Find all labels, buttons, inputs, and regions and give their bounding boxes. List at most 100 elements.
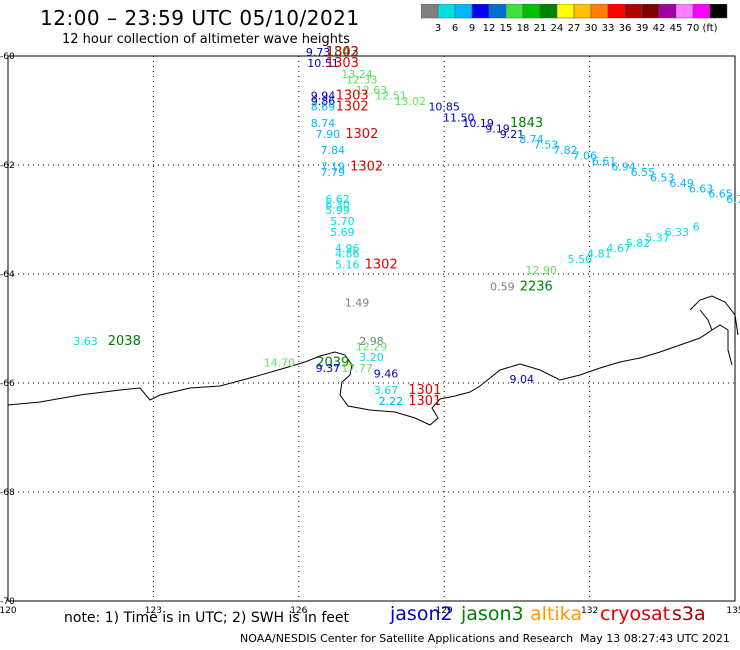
wave-height-label: 3.63	[73, 335, 98, 348]
footer-timestamp: May 13 08:27:43 UTC 2021	[580, 632, 730, 645]
wave-height-label: 3.67	[374, 384, 399, 397]
wave-height-label: 9.86	[311, 95, 336, 108]
scale-label: 36	[619, 23, 632, 34]
pass-time-label: 2038	[108, 334, 141, 349]
wave-height-label: 1.49	[345, 297, 370, 310]
wave-height-label: 7.90	[316, 128, 341, 141]
lat-tick-label: -68	[0, 488, 15, 498]
scale-label: 18	[517, 23, 530, 34]
wave-height-label: 6.55	[631, 166, 656, 179]
lat-tick-label: -64	[0, 270, 15, 280]
wave-height-label: 6.94	[611, 160, 636, 173]
wave-height-label: 8.69	[311, 101, 336, 114]
wave-height-label: 2.98	[359, 335, 384, 348]
pass-time-label: 2236	[520, 279, 553, 294]
wave-height-label: 6.49	[669, 177, 694, 190]
scale-swatch	[709, 4, 728, 19]
lon-tick-label: 123	[145, 606, 162, 616]
lat-tick-label: -66	[0, 379, 15, 389]
wave-height-label: 6	[693, 220, 700, 233]
wave-height-label: 5.16	[335, 259, 360, 272]
color-scale: 3 6 9 12 15 18 21 24 27 30 33 36 39 42 45 70 (ft)	[421, 4, 728, 34]
wave-height-label: 17.77	[341, 362, 373, 375]
wave-height-label: 6.7	[726, 193, 740, 206]
wave-height-label: 4.67	[606, 242, 631, 255]
pass-time-label: 1302	[350, 159, 383, 174]
scale-label: 6	[452, 23, 458, 34]
lon-tick-label: 132	[581, 606, 598, 616]
wave-height-label: 6.61	[592, 155, 617, 168]
wave-height-label: 5.99	[325, 204, 350, 217]
wave-height-label: 9.19	[485, 122, 510, 135]
scale-label: 3	[435, 23, 441, 34]
scale-label: 21	[534, 23, 547, 34]
wave-height-label: 5.69	[330, 226, 355, 239]
pass-time-label: 1302	[336, 100, 369, 115]
wave-height-label: 9.37	[316, 362, 341, 375]
wave-height-label: 9.04	[509, 373, 534, 386]
wave-height-label: 9.73	[306, 46, 331, 59]
wave-height-label: 7.19	[320, 160, 345, 173]
scale-label: 45	[670, 23, 683, 34]
wave-height-label: 12.63	[356, 84, 388, 97]
wave-height-label: 12.33	[346, 73, 378, 86]
wave-height-label: 4.86	[335, 248, 360, 261]
wave-height-label: 6.65	[708, 188, 733, 201]
wave-height-label: 2.22	[379, 395, 404, 408]
wave-height-observations: 9.7310.5118431302130313.2412.3312.6312.5…	[73, 45, 740, 409]
wave-height-label: 7.82	[553, 144, 578, 157]
scale-label: 39	[636, 23, 649, 34]
mission-label-altika: altika	[530, 603, 582, 625]
wave-height-label: 0.59	[490, 280, 515, 293]
wave-height-label: 13.02	[395, 95, 427, 108]
wave-height-label: 8.74	[519, 133, 544, 146]
wave-height-label: 6.53	[650, 171, 675, 184]
pass-time-label: 1302	[365, 258, 398, 273]
wave-height-label: 5.70	[330, 215, 355, 228]
wave-height-label: 12.90	[525, 264, 557, 277]
footer-note: note: 1) Time is in UTC; 2) SWH is in fe…	[64, 610, 350, 626]
scale-label: 42	[653, 23, 666, 34]
mission-label-cryosat: cryosat	[600, 603, 671, 625]
pass-time-label: 1302	[326, 45, 359, 60]
lat-tick-label: -62	[0, 161, 15, 171]
wave-height-label: 12.29	[356, 340, 388, 353]
mission-label-jason2: jason2	[390, 603, 453, 625]
scale-label: 12	[483, 23, 496, 34]
wave-height-label: 10.19	[462, 117, 494, 130]
pass-time-label: 1843	[326, 45, 359, 60]
wave-height-label: 7.06	[573, 150, 598, 163]
wave-height-label: 6.30	[325, 199, 350, 212]
scale-label: (ft)	[702, 23, 717, 34]
wave-height-label: 11.50	[443, 111, 475, 124]
wave-height-label: 13.24	[341, 68, 373, 81]
scale-label: 15	[500, 23, 513, 34]
wave-height-label: 5.82	[626, 237, 651, 250]
page-subtitle: 12 hour collection of altimeter wave hei…	[62, 32, 350, 47]
map-frame	[7, 55, 736, 602]
lon-tick-label: 120	[0, 606, 17, 616]
wave-height-label: 14.70	[264, 357, 296, 370]
scale-label: 27	[568, 23, 581, 34]
wave-height-label: 4.81	[587, 248, 612, 261]
footer-credit: NOAA/NESDIS Center for Satellite Applica…	[240, 632, 574, 645]
pass-time-label: 1302	[345, 127, 378, 142]
axis-labels: 120 123 126 129 132 135 -60 -62 -64 -66 -68 -70	[0, 52, 740, 616]
pass-time-label: 1303	[326, 56, 359, 71]
wave-height-label: 9.94	[311, 90, 336, 103]
wave-height-label: 12.51	[375, 90, 407, 103]
wave-height-label: 6.62	[325, 193, 350, 206]
wave-height-label: 9.21	[500, 128, 525, 141]
wave-height-label: 5.56	[568, 253, 593, 266]
wave-height-label: 10.51	[307, 57, 339, 70]
scale-label: 70	[687, 23, 700, 34]
wave-height-label: 3.20	[359, 351, 384, 364]
scale-label: 24	[551, 23, 564, 34]
pass-time-label: 1303	[336, 89, 369, 104]
lon-tick-label: 126	[290, 606, 307, 616]
lon-tick-label: 135	[726, 606, 740, 616]
scale-label: 9	[469, 23, 475, 34]
wave-height-label: 4.96	[335, 242, 360, 255]
wave-height-label: 8.74	[311, 117, 336, 130]
